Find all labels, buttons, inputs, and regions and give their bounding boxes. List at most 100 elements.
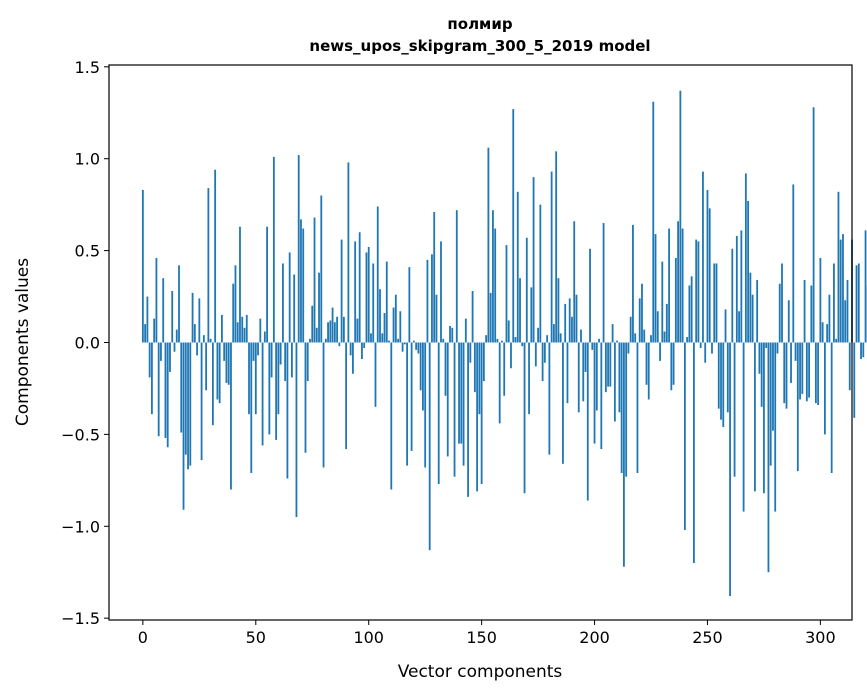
bar xyxy=(422,342,424,411)
bar xyxy=(460,342,463,444)
bar xyxy=(643,329,646,343)
bar xyxy=(575,294,578,343)
bar xyxy=(810,285,813,343)
bar xyxy=(209,338,212,343)
bar xyxy=(291,342,293,378)
bar xyxy=(419,342,422,391)
y-tick-label: −1.0 xyxy=(61,517,100,536)
bar xyxy=(656,311,659,343)
bar xyxy=(582,342,585,402)
bar xyxy=(225,342,228,383)
bar xyxy=(733,342,736,477)
bar xyxy=(632,224,634,343)
bar xyxy=(844,300,847,343)
bar xyxy=(408,267,411,343)
bar xyxy=(760,342,763,407)
bar xyxy=(388,340,390,343)
bar xyxy=(498,342,501,424)
bar xyxy=(521,342,524,347)
bar xyxy=(717,342,720,409)
bar xyxy=(541,342,544,382)
bar xyxy=(519,278,521,343)
bar xyxy=(749,272,752,343)
bar xyxy=(688,285,691,343)
bar xyxy=(783,342,786,404)
bar xyxy=(180,342,183,433)
bar xyxy=(645,342,648,385)
bar xyxy=(824,342,826,435)
bar xyxy=(358,232,361,343)
bar xyxy=(415,342,418,350)
bar xyxy=(417,342,420,354)
bar xyxy=(683,342,686,530)
bar xyxy=(690,276,693,343)
bar xyxy=(426,259,429,343)
bar xyxy=(435,294,438,343)
bar xyxy=(573,221,576,343)
x-tick-label: 250 xyxy=(692,628,723,647)
x-tick-label: 0 xyxy=(138,628,148,647)
bar xyxy=(471,291,474,343)
bar xyxy=(740,230,743,343)
bar xyxy=(584,342,587,372)
bar xyxy=(261,342,264,446)
bar xyxy=(672,342,675,385)
bar xyxy=(480,342,483,485)
bar xyxy=(241,316,244,343)
bar xyxy=(706,189,709,343)
bar xyxy=(726,342,729,413)
bar xyxy=(654,234,657,343)
bar xyxy=(708,208,711,343)
bar xyxy=(505,245,508,343)
bar xyxy=(557,278,560,343)
bar xyxy=(855,265,858,343)
bar xyxy=(663,331,666,343)
bar xyxy=(785,342,788,409)
bar xyxy=(862,342,865,358)
bar xyxy=(370,333,372,343)
bar xyxy=(492,210,494,343)
x-tick-label: 100 xyxy=(353,628,384,647)
bar xyxy=(839,239,842,343)
bar xyxy=(848,342,851,391)
bar xyxy=(338,342,341,347)
bar xyxy=(699,342,702,349)
bar xyxy=(293,274,296,343)
bar xyxy=(803,280,806,343)
bar xyxy=(819,257,822,343)
bar xyxy=(403,342,406,345)
bar xyxy=(566,342,569,404)
bar xyxy=(577,342,580,413)
bar xyxy=(383,313,386,343)
bar xyxy=(638,298,641,343)
bar xyxy=(507,320,510,343)
bar xyxy=(781,263,783,343)
bar xyxy=(324,338,327,343)
bar xyxy=(704,342,707,363)
bar xyxy=(178,265,180,343)
bar xyxy=(345,342,348,450)
bar xyxy=(458,342,460,444)
bar xyxy=(288,252,291,343)
bar xyxy=(302,228,305,343)
bar xyxy=(352,342,354,374)
bar xyxy=(494,228,497,343)
bar xyxy=(629,316,632,343)
bar xyxy=(218,342,221,404)
bar xyxy=(478,342,481,415)
bar xyxy=(182,342,185,510)
bar xyxy=(216,342,219,400)
bar xyxy=(433,212,436,343)
bar xyxy=(374,342,377,407)
bar xyxy=(354,241,357,343)
bar xyxy=(821,322,824,343)
bar xyxy=(365,252,368,343)
bar xyxy=(735,235,738,343)
bar xyxy=(833,263,835,343)
bar xyxy=(589,248,591,343)
y-tick-label: 0.0 xyxy=(75,334,100,353)
bar xyxy=(532,177,535,343)
bar xyxy=(853,342,856,418)
bar xyxy=(392,307,395,343)
